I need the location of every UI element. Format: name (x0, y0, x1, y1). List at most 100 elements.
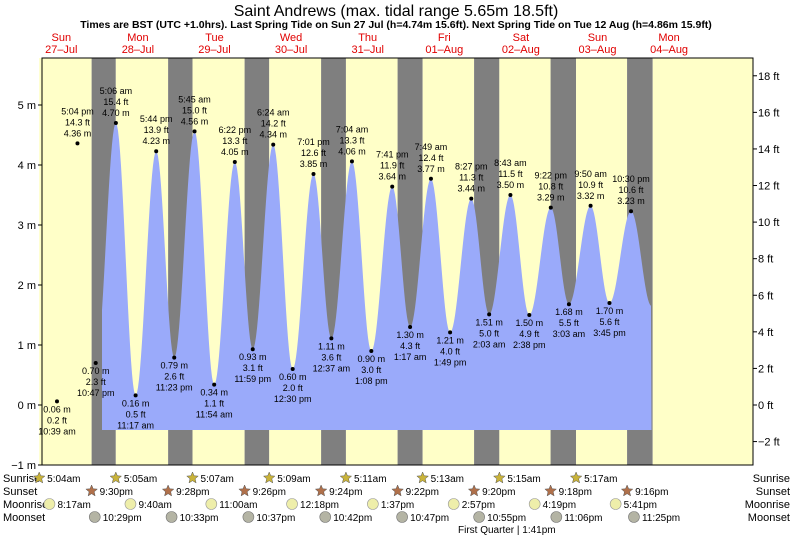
tide-m: 0.34 m (200, 388, 228, 398)
chart-title: Saint Andrews (max. tidal range 5.65m 18… (234, 3, 559, 20)
moon-phase: First Quarter | 1:41pm (458, 525, 556, 536)
moonset-time: 10:37pm (256, 513, 295, 524)
tide-point (311, 172, 316, 176)
tide-m: 4.34 m (259, 130, 287, 140)
tide-time: 12:30 pm (274, 394, 312, 404)
tide-m: 4.23 m (142, 136, 170, 146)
tide-time: 9:50 am (574, 169, 607, 179)
moonset-icon (319, 511, 332, 523)
tide-point (290, 367, 295, 371)
tide-ft: 11.5 ft (498, 169, 523, 179)
day-name: Fri (438, 32, 451, 44)
sunset-icon (467, 484, 481, 497)
tide-area (102, 123, 652, 430)
y-tick-label-ft: 2 ft (758, 363, 773, 375)
tide-m: 3.50 m (497, 180, 525, 190)
tide-m: 3.44 m (458, 184, 486, 194)
sunset-time: 9:28pm (176, 487, 209, 498)
moonrise-icon (286, 498, 298, 510)
moonset-icon (628, 511, 640, 523)
day-date: 29–Jul (198, 44, 230, 56)
y-tick-label-m: 2 m (18, 280, 36, 292)
moonset-icon (473, 511, 485, 523)
tide-time: 7:04 am (336, 124, 369, 134)
tide-ft: 14.3 ft (65, 117, 91, 127)
tide-point (527, 313, 532, 317)
sunrise-icon (416, 471, 430, 484)
tide-ft: 4.0 ft (440, 346, 461, 356)
day-name: Mon (127, 32, 148, 44)
tide-m: 3.29 m (537, 193, 565, 203)
astro-row-label-left: Sunset (3, 486, 37, 498)
tide-time: 5:44 pm (140, 114, 173, 124)
tide-ft: 10.9 ft (578, 180, 604, 190)
moonrise-time: 9:40am (138, 500, 171, 511)
tide-m: 1.50 m (516, 318, 544, 328)
tide-ft: 4.3 ft (400, 341, 421, 351)
day-date: 01–Aug (425, 44, 463, 56)
sunset-icon (85, 484, 98, 497)
tide-ft: 13.3 ft (222, 136, 248, 146)
tide-m: 3.32 m (577, 191, 605, 201)
tide-time: 8:43 am (494, 158, 527, 168)
moonset-icon (396, 511, 408, 523)
plot-frame (41, 57, 754, 466)
chart-subtitle: Times are BST (UTC +1.0hrs). Last Spring… (80, 19, 712, 31)
tide-m: 0.06 m (43, 404, 71, 414)
tide-m: 1.70 m (596, 306, 624, 316)
moonrise-icon (43, 498, 56, 510)
tide-ft: 5.6 ft (599, 317, 620, 327)
sunset-time: 9:22pm (406, 487, 439, 498)
tide-time: 9:22 pm (535, 171, 568, 181)
sunrise-time: 5:04am (47, 474, 80, 485)
day-date: 02–Aug (502, 44, 540, 56)
tide-point (349, 159, 354, 164)
tide-point (54, 399, 59, 404)
moonrise-time: 2:57pm (462, 500, 495, 511)
sunrise-time: 5:15am (507, 474, 540, 485)
day-date: 31–Jul (351, 44, 383, 56)
tide-ft: 2.6 ft (164, 372, 185, 382)
y-tick-label-m: 1 m (18, 340, 36, 352)
day-name: Sun (588, 32, 608, 44)
y-tick-label-ft: 10 ft (758, 217, 779, 229)
day-name: Tue (205, 32, 224, 44)
y-tick-label-ft: 14 ft (758, 144, 779, 156)
tide-m: 1.30 m (396, 330, 424, 340)
tide-ft: 12.4 ft (418, 153, 444, 163)
tide-time: 1:49 pm (434, 357, 467, 367)
tide-point (133, 393, 138, 398)
tide-point (369, 349, 374, 353)
tide-time: 10:39 am (38, 426, 76, 436)
tide-m: 0.90 m (358, 354, 386, 364)
tide-point (154, 149, 159, 154)
day-headers: Sun27–JulMon28–JulTue29–JulWed30–JulThu3… (45, 32, 688, 56)
tide-ft: 3.6 ft (321, 352, 342, 362)
y-tick-label-ft: 18 ft (758, 71, 779, 83)
tide-time: 10:47 pm (77, 388, 115, 398)
moonset-icon (88, 511, 101, 523)
tide-point (75, 141, 80, 146)
moonrise-icon (124, 498, 137, 510)
tide-point (172, 355, 177, 360)
y-tick-label-ft: −2 ft (758, 437, 780, 449)
tide-time: 7:41 pm (376, 150, 409, 160)
day-date: 30–Jul (275, 44, 307, 56)
tide-m: 1.21 m (436, 335, 464, 345)
tide-m: 3.85 m (300, 159, 328, 169)
moonrise-icon (367, 498, 379, 510)
tide-point (271, 142, 276, 147)
tide-time: 2:38 pm (513, 340, 546, 350)
